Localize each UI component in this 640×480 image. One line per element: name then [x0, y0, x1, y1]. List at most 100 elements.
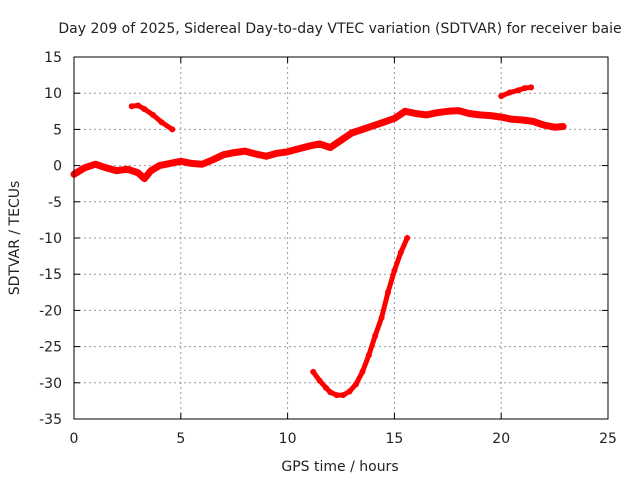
- x-tick-label: 5: [176, 431, 185, 447]
- series-dip-curve: [310, 235, 411, 399]
- data-point: [284, 148, 291, 155]
- data-point: [498, 114, 505, 121]
- series-main-trend: [70, 107, 567, 183]
- data-point: [340, 392, 347, 399]
- data-point: [402, 108, 409, 115]
- data-point: [81, 164, 88, 171]
- data-point: [521, 85, 528, 92]
- data-point: [141, 106, 148, 113]
- data-point: [323, 384, 329, 391]
- y-tick-label: -10: [39, 231, 62, 247]
- data-point: [177, 158, 184, 165]
- data-point: [158, 119, 165, 126]
- data-point: [327, 144, 334, 151]
- data-point: [530, 118, 537, 125]
- data-point: [338, 137, 344, 144]
- data-point: [455, 107, 462, 114]
- x-tick-label: 25: [599, 431, 617, 447]
- data-point: [359, 368, 366, 375]
- data-point: [310, 368, 317, 375]
- data-point: [147, 167, 154, 174]
- data-point: [404, 235, 411, 241]
- x-axis-title: GPS time / hours: [281, 459, 398, 475]
- data-point: [306, 143, 312, 150]
- data-point: [372, 332, 379, 339]
- x-tick-label: 0: [70, 431, 79, 447]
- data-point: [498, 93, 505, 100]
- data-point: [370, 122, 376, 129]
- data-point: [150, 111, 156, 118]
- y-tick-label: 5: [53, 122, 62, 138]
- data-point: [434, 109, 441, 116]
- x-tick-label: 20: [492, 431, 510, 447]
- data-series-layer: [70, 84, 567, 399]
- series-line: [310, 235, 410, 398]
- data-point: [124, 166, 131, 173]
- data-point: [466, 110, 473, 117]
- data-point: [169, 126, 176, 133]
- data-point: [385, 289, 391, 296]
- y-tick-label: -20: [39, 303, 62, 319]
- data-point: [444, 108, 451, 115]
- data-point: [348, 130, 355, 136]
- data-point: [141, 175, 148, 182]
- data-point: [476, 111, 483, 118]
- y-tick-label: -5: [48, 195, 62, 211]
- data-point: [113, 167, 120, 174]
- data-point: [135, 169, 142, 176]
- data-point: [333, 392, 340, 399]
- data-point: [92, 161, 99, 168]
- data-point: [241, 148, 248, 155]
- y-tick-label: -15: [39, 267, 62, 283]
- series-late-segment: [498, 84, 535, 100]
- data-point: [263, 153, 270, 160]
- data-point: [220, 151, 227, 158]
- data-point: [378, 314, 385, 321]
- data-point: [397, 249, 404, 256]
- data-point: [295, 145, 302, 152]
- data-point: [391, 267, 398, 274]
- data-point: [391, 115, 398, 122]
- axis-ticks: 0 5 10 15 20 25 15 10 5 0 -5 -10 -15 -20 -25 -30 -35: [39, 50, 617, 447]
- x-tick-label: 10: [279, 431, 297, 447]
- x-tick-label: 15: [385, 431, 403, 447]
- data-point: [252, 151, 259, 157]
- y-tick-label: -25: [39, 340, 62, 356]
- data-point: [515, 87, 522, 94]
- y-tick-label: 0: [53, 159, 62, 175]
- data-point: [508, 116, 515, 123]
- grid: [74, 57, 608, 419]
- data-point: [560, 123, 567, 130]
- y-axis-title: SDTVAR / TECUs: [7, 181, 23, 296]
- y-tick-label: -30: [39, 376, 62, 392]
- data-point: [551, 124, 558, 131]
- data-point: [188, 160, 195, 167]
- data-point: [412, 110, 419, 117]
- data-point: [167, 160, 174, 167]
- data-point: [346, 388, 353, 395]
- y-tick-label: -35: [39, 412, 62, 428]
- data-point: [231, 149, 238, 156]
- data-point: [540, 122, 547, 129]
- data-point: [327, 389, 334, 396]
- data-point: [316, 377, 323, 384]
- data-point: [506, 89, 513, 96]
- data-point: [135, 102, 142, 109]
- data-point: [365, 352, 372, 359]
- data-point: [103, 164, 109, 171]
- data-point: [316, 140, 323, 147]
- data-point: [423, 111, 430, 118]
- data-point: [273, 150, 280, 157]
- data-point: [156, 162, 163, 169]
- data-point: [199, 161, 206, 168]
- data-point: [209, 156, 216, 163]
- series-early-segment: [128, 102, 176, 133]
- data-point: [359, 126, 366, 133]
- y-tick-label: 15: [44, 50, 62, 66]
- chart-title: Day 209 of 2025, Sidereal Day-to-day VTE…: [58, 21, 621, 37]
- y-tick-label: 10: [44, 86, 62, 102]
- data-point: [128, 103, 135, 110]
- data-point: [380, 119, 387, 126]
- data-point: [487, 112, 494, 119]
